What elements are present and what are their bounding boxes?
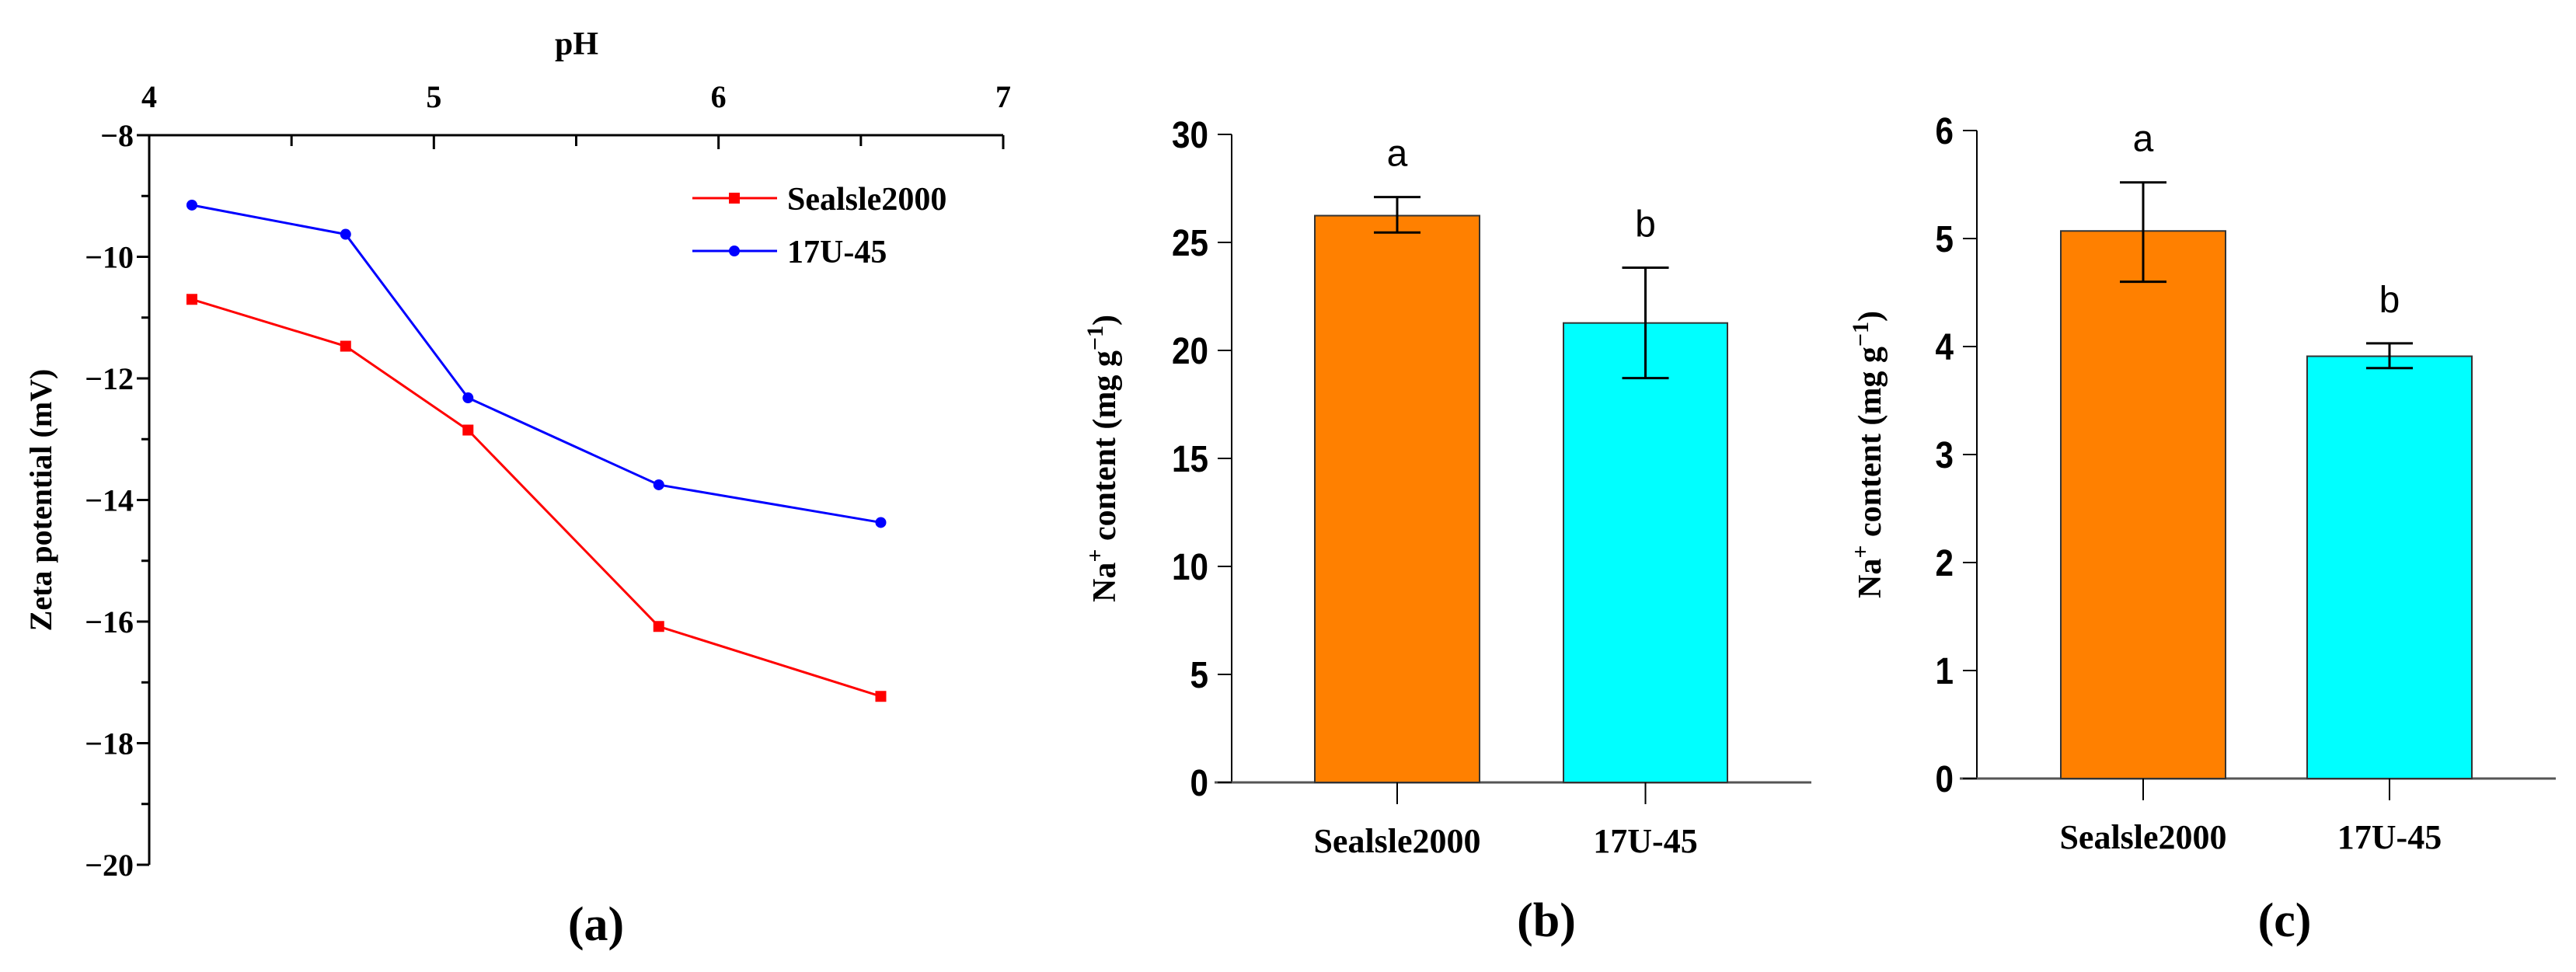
x-tick-label: 6 bbox=[711, 79, 727, 114]
y-tick-label: −18 bbox=[85, 726, 134, 761]
legend-marker bbox=[729, 193, 740, 204]
y-tick-label: 20 bbox=[1172, 329, 1208, 371]
legend-label: 17U-45 bbox=[787, 235, 887, 270]
y-axis-label: Na+ content (mg g−1) bbox=[1082, 315, 1123, 602]
x-axis-label: pH bbox=[555, 26, 598, 62]
y-tick-label: 0 bbox=[1936, 758, 1954, 800]
panel-label: (c) bbox=[2258, 894, 2312, 947]
panel-label: (a) bbox=[568, 898, 624, 951]
x-tick-label: 17U-45 bbox=[1593, 822, 1697, 860]
data-point bbox=[340, 340, 351, 352]
data-point bbox=[186, 199, 197, 211]
y-tick-label: 2 bbox=[1936, 542, 1954, 584]
data-point bbox=[462, 424, 474, 436]
y-label-na: Na bbox=[1087, 563, 1123, 602]
significance-letter: a bbox=[2133, 119, 2154, 160]
y-label-mid: content (mg g bbox=[1087, 350, 1123, 549]
x-tick-label: Sealsle2000 bbox=[1313, 822, 1480, 860]
data-point bbox=[462, 392, 474, 404]
y-tick-label: 6 bbox=[1936, 110, 1954, 152]
panel-label: (b) bbox=[1517, 894, 1576, 947]
x-tick-label: Sealsle2000 bbox=[2059, 818, 2226, 856]
data-point bbox=[653, 621, 664, 632]
x-tick-label: 17U-45 bbox=[2337, 818, 2442, 856]
data-point bbox=[186, 294, 197, 305]
y-tick-label: −12 bbox=[85, 361, 134, 396]
y-tick-label: 30 bbox=[1172, 113, 1208, 155]
series-line-Sealsle2000 bbox=[191, 298, 881, 698]
significance-letter: b bbox=[1635, 204, 1656, 246]
legend-label: Sealsle2000 bbox=[787, 182, 946, 218]
y-tick-label: −16 bbox=[85, 604, 134, 639]
y-label-na: Na bbox=[1853, 559, 1888, 598]
y-label-sup: + bbox=[1082, 549, 1108, 563]
x-tick-label: 4 bbox=[141, 79, 157, 114]
x-tick-label: 5 bbox=[426, 79, 441, 114]
bar-17U-45 bbox=[1563, 322, 1728, 784]
data-point bbox=[340, 228, 351, 240]
panel-a: 4 5 6 7 −8 −10 −12 −14 −16 −18 −20 pH Zeta potential… bbox=[23, 26, 1011, 951]
y-label-sup: + bbox=[1848, 545, 1874, 559]
y-tick-label: 3 bbox=[1936, 434, 1954, 476]
y-tick-label: 15 bbox=[1172, 437, 1208, 479]
y-label-sup2: −1 bbox=[1082, 326, 1108, 350]
y-axis-label: Na+ content (mg g−1) bbox=[1848, 311, 1888, 598]
data-point bbox=[875, 517, 887, 528]
x-tick-label: 7 bbox=[995, 79, 1011, 114]
y-tick-label: 10 bbox=[1172, 545, 1208, 587]
y-tick-label: 0 bbox=[1190, 761, 1208, 803]
significance-letter: b bbox=[2379, 280, 2400, 321]
y-label-end: ) bbox=[1853, 311, 1888, 322]
y-tick-label: 4 bbox=[1936, 326, 1954, 368]
data-point bbox=[653, 479, 664, 490]
y-label-sup2: −1 bbox=[1848, 322, 1874, 347]
y-label-end: ) bbox=[1087, 315, 1123, 326]
y-tick-label: 25 bbox=[1172, 221, 1208, 263]
panel-c: 0 1 2 3 4 5 6 a Sealsle2000 b 17U-45 Na+ content (m… bbox=[1848, 110, 2556, 947]
data-point bbox=[875, 691, 887, 702]
bar-Sealsle2000 bbox=[1314, 214, 1480, 783]
y-label-mid: content (mg g bbox=[1853, 347, 1888, 545]
bar-17U-45 bbox=[2306, 355, 2473, 779]
y-axis-label: Zeta potential (mV) bbox=[23, 369, 58, 632]
y-tick-label: 5 bbox=[1190, 653, 1208, 695]
y-tick-label: −14 bbox=[85, 483, 134, 518]
panel-b: 0 5 10 15 20 25 30 a Sealsle2000 b 17U-45 Na+ conte… bbox=[1082, 113, 1811, 947]
y-tick-label: 5 bbox=[1936, 218, 1954, 260]
y-tick-label: −20 bbox=[85, 848, 134, 883]
y-tick-label: −8 bbox=[100, 118, 134, 153]
y-tick-label: 1 bbox=[1936, 650, 1954, 692]
significance-letter: a bbox=[1387, 134, 1408, 175]
series-line-17U-45 bbox=[191, 204, 881, 524]
bar-Sealsle2000 bbox=[2060, 230, 2226, 779]
y-tick-label: −10 bbox=[85, 240, 134, 275]
legend-marker bbox=[729, 246, 740, 256]
